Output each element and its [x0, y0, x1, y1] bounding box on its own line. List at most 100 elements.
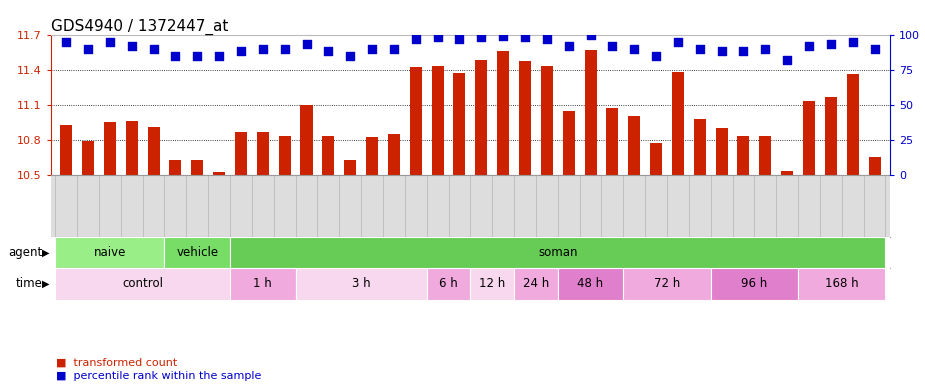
Point [278, 46, 292, 52]
Text: vehicle: vehicle [176, 246, 218, 259]
Point [605, 43, 620, 49]
Point [780, 57, 795, 63]
Text: 1 h: 1 h [253, 277, 272, 290]
Text: 12 h: 12 h [479, 277, 505, 290]
Point [80, 46, 95, 52]
Point [299, 41, 314, 48]
Bar [426, 268, 470, 300]
Bar [432, 66, 444, 175]
Bar [191, 160, 204, 175]
Point [474, 34, 488, 40]
Point [255, 46, 270, 52]
Point [867, 46, 882, 52]
Bar [869, 157, 881, 175]
Point [736, 48, 751, 55]
Bar [562, 111, 574, 175]
Bar [235, 132, 247, 175]
Text: 72 h: 72 h [654, 277, 680, 290]
Bar [126, 121, 138, 175]
Bar [278, 136, 290, 175]
Bar [230, 268, 296, 300]
Bar [470, 268, 514, 300]
Point [364, 46, 379, 52]
Text: GDS4940 / 1372447_at: GDS4940 / 1372447_at [51, 18, 228, 35]
Bar [148, 127, 160, 175]
Bar [366, 137, 378, 175]
Point [845, 38, 860, 45]
Point [343, 53, 358, 59]
Bar [213, 172, 225, 175]
Bar [628, 116, 640, 175]
Bar [497, 51, 509, 175]
Point [583, 31, 598, 38]
Point [212, 53, 227, 59]
Bar [803, 101, 815, 175]
Point [124, 43, 139, 49]
Bar [694, 119, 706, 175]
Point [233, 48, 248, 55]
Bar [825, 96, 837, 175]
Point [518, 34, 533, 40]
Point [103, 38, 117, 45]
Point [627, 46, 642, 52]
Bar [104, 122, 116, 175]
Bar [410, 67, 422, 175]
Bar [56, 268, 230, 300]
Bar [475, 60, 487, 175]
Bar [296, 268, 426, 300]
Point [59, 38, 74, 45]
Bar [716, 128, 728, 175]
Point [561, 43, 576, 49]
Point [648, 53, 663, 59]
Bar [388, 134, 400, 175]
Point [539, 36, 554, 42]
Point [693, 46, 708, 52]
Text: agent: agent [8, 246, 43, 259]
Point [387, 46, 401, 52]
Bar [710, 268, 798, 300]
Bar [301, 105, 313, 175]
Bar [344, 160, 356, 175]
Point [671, 38, 685, 45]
Point [146, 46, 161, 52]
Text: 6 h: 6 h [439, 277, 458, 290]
Bar [672, 72, 684, 175]
Point [452, 36, 467, 42]
Bar [541, 66, 553, 175]
Bar [82, 141, 94, 175]
Text: control: control [122, 277, 163, 290]
Point [321, 48, 336, 55]
Point [430, 34, 445, 40]
Bar [607, 108, 619, 175]
Bar [781, 171, 793, 175]
Bar [56, 237, 165, 268]
Bar [759, 136, 771, 175]
Bar [322, 136, 334, 175]
Text: 24 h: 24 h [523, 277, 549, 290]
Point [190, 53, 204, 59]
Bar [169, 160, 181, 175]
Bar [60, 124, 72, 175]
Text: naive: naive [93, 246, 126, 259]
Bar [230, 237, 885, 268]
Point [714, 48, 729, 55]
Bar [798, 268, 885, 300]
Text: ▶: ▶ [42, 279, 49, 289]
Point [758, 46, 772, 52]
Text: ■  percentile rank within the sample: ■ percentile rank within the sample [56, 371, 261, 381]
Point [168, 53, 183, 59]
Text: 168 h: 168 h [825, 277, 858, 290]
Text: soman: soman [538, 246, 577, 259]
Text: 48 h: 48 h [577, 277, 604, 290]
Bar [257, 132, 269, 175]
Bar [165, 237, 230, 268]
Point [408, 36, 423, 42]
Bar [650, 143, 662, 175]
Point [802, 43, 817, 49]
Bar [453, 73, 465, 175]
Text: 96 h: 96 h [741, 277, 768, 290]
Bar [623, 268, 710, 300]
Bar [514, 268, 558, 300]
Bar [846, 74, 858, 175]
Bar [585, 50, 597, 175]
